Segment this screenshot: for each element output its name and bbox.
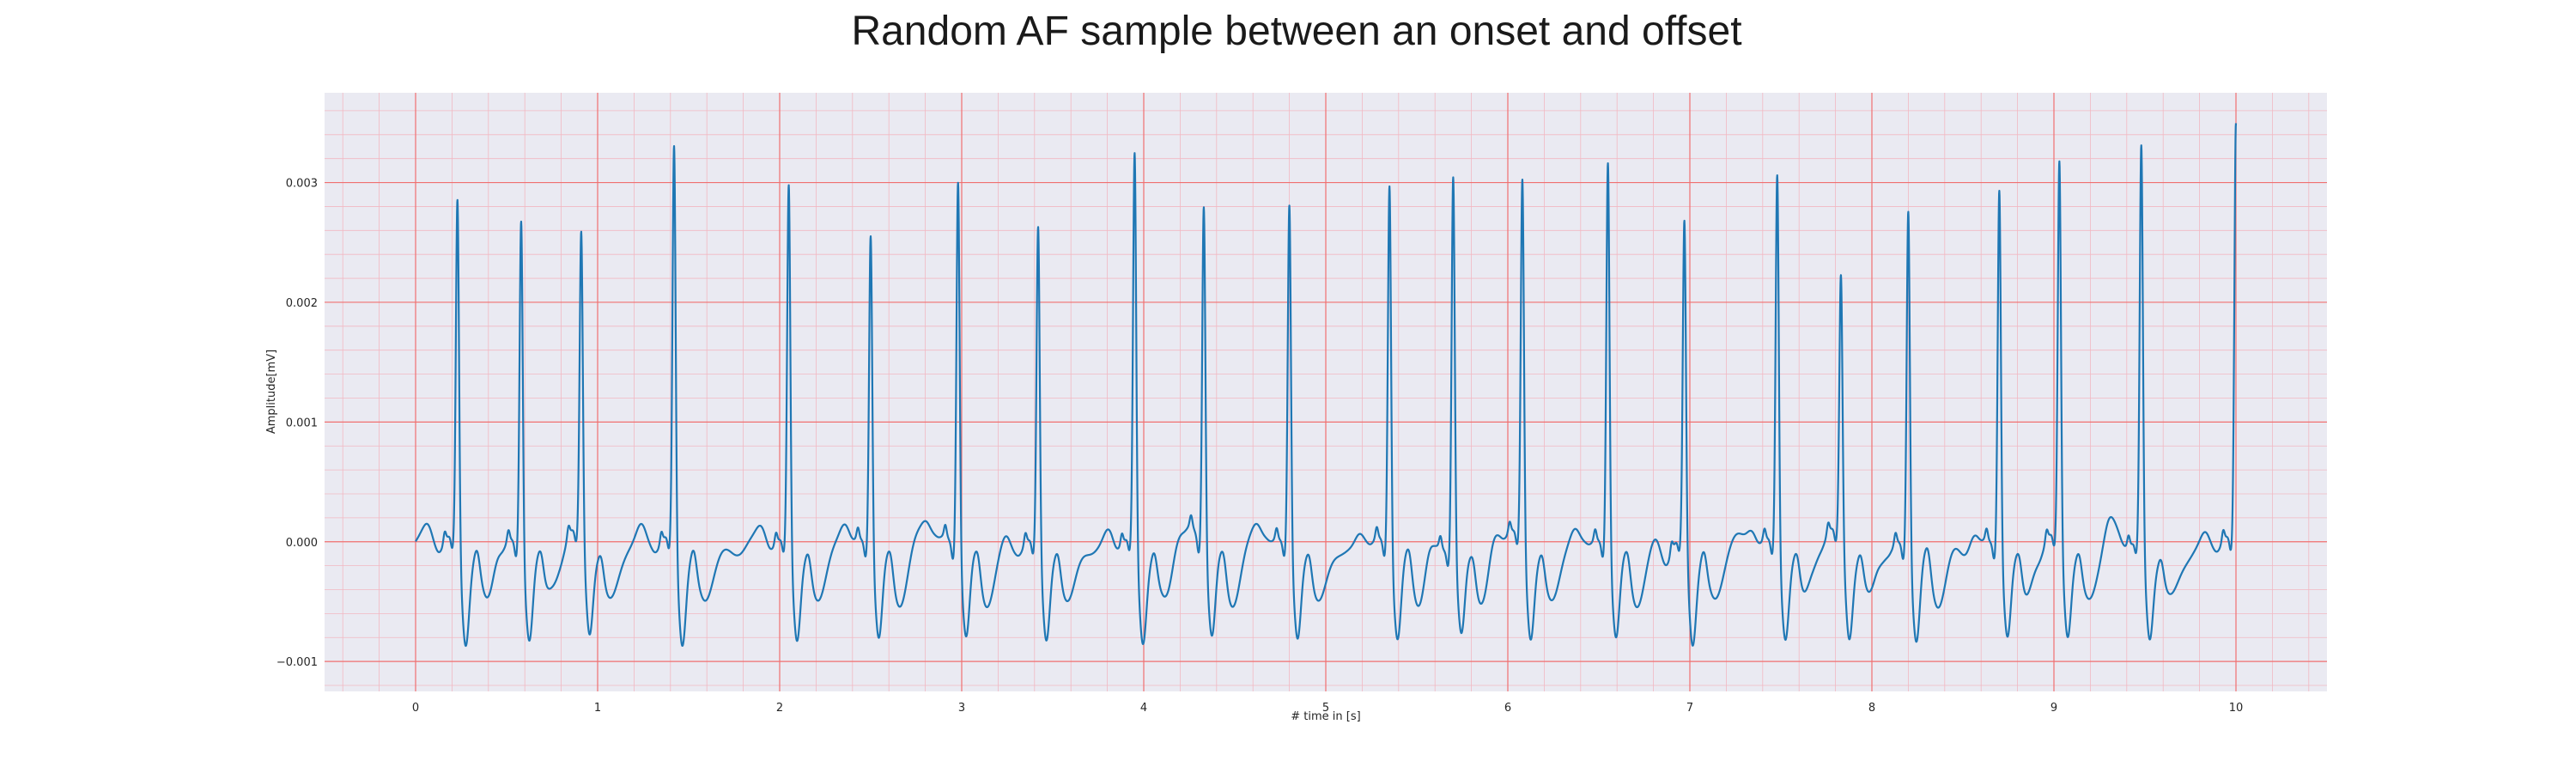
x-tick-label: 10 <box>2229 702 2244 715</box>
x-axis-label: # time in [s] <box>1291 710 1360 723</box>
x-tick-label: 6 <box>1504 702 1511 715</box>
x-tick-label: 9 <box>2050 702 2057 715</box>
x-tick-label: 4 <box>1140 702 1147 715</box>
x-tick-label: 7 <box>1686 702 1693 715</box>
x-tick-label: 8 <box>1868 702 1875 715</box>
x-tick-label: 0 <box>412 702 419 715</box>
y-tick-label: −0.001 <box>276 656 318 669</box>
chart-title: Random AF sample between an onset and of… <box>851 9 1741 54</box>
x-tick-label: 3 <box>958 702 965 715</box>
y-axis-label: Amplitude[mV] <box>265 350 278 434</box>
x-tick-label: 1 <box>594 702 601 715</box>
y-tick-label: 0.000 <box>286 537 318 550</box>
y-tick-label: 0.002 <box>286 297 318 310</box>
y-tick-label: 0.001 <box>286 417 318 429</box>
y-axis: −0.001 0.000 0.001 0.002 0.003 <box>276 178 318 670</box>
y-tick-label: 0.003 <box>286 178 318 191</box>
x-tick-label: 2 <box>776 702 783 715</box>
